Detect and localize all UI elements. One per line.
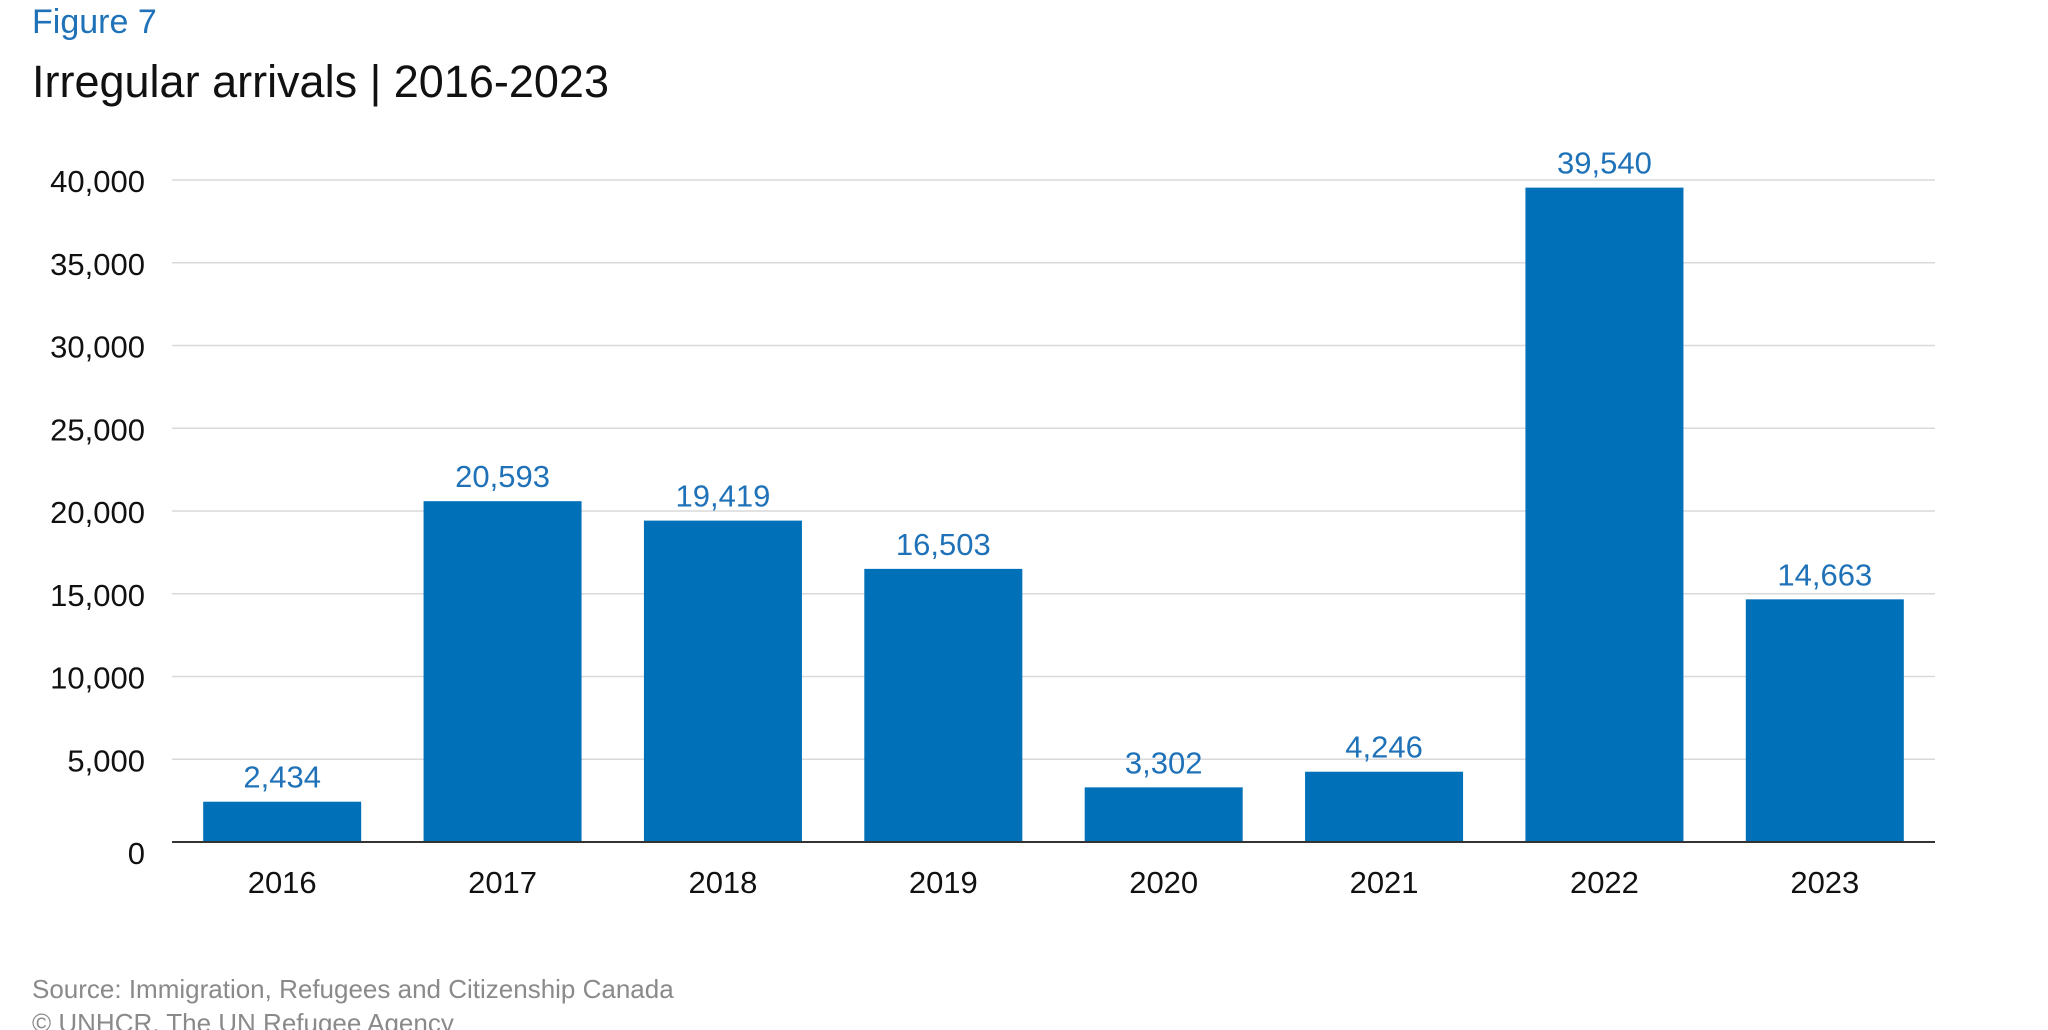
source-note: Source: Immigration, Refugees and Citize…: [32, 974, 674, 1004]
bar: [643, 520, 802, 842]
data-labels: 2,434 20,593 19,419 16,503 3,302 4,246 39,540 1…: [243, 146, 1872, 795]
figure-label: Figure 7: [32, 3, 157, 41]
x-tick-label: 2018: [688, 865, 757, 900]
y-tick-label: 35,000: [50, 247, 145, 282]
x-tick-label: 2022: [1570, 865, 1639, 900]
x-tick-label: 2016: [248, 865, 317, 900]
data-label: 4,246: [1345, 730, 1423, 765]
x-tick-label: 2020: [1129, 865, 1198, 900]
y-tick-label: 20,000: [50, 495, 145, 530]
data-label: 2,434: [243, 760, 321, 795]
y-tick-label: 30,000: [50, 330, 145, 365]
y-tick-label: 0: [128, 836, 145, 871]
bar: [1305, 771, 1464, 842]
bar: [1084, 787, 1243, 842]
data-label: 19,419: [676, 479, 771, 514]
data-label: 3,302: [1125, 745, 1203, 780]
x-axis-ticks: 2016 2017 2018 2019 2020 2021 2022 2023: [248, 865, 1860, 900]
y-tick-label: 15,000: [50, 578, 145, 613]
bar: [1745, 599, 1904, 842]
data-label: 39,540: [1557, 146, 1652, 181]
copyright-note: © UNHCR, The UN Refugee Agency: [32, 1008, 454, 1030]
y-tick-label: 10,000: [50, 661, 145, 696]
data-label: 14,663: [1777, 557, 1872, 592]
y-tick-label: 25,000: [50, 412, 145, 447]
data-label: 20,593: [455, 459, 550, 494]
bar-chart: 0 5,000 10,000 15,000 20,000 25,000 30,000 35,0…: [50, 146, 1935, 900]
x-tick-label: 2023: [1790, 865, 1859, 900]
y-tick-label: 5,000: [67, 743, 145, 778]
bar: [864, 568, 1023, 842]
chart-title: Irregular arrivals | 2016-2023: [32, 56, 609, 107]
bar: [423, 501, 582, 842]
y-tick-label: 40,000: [50, 164, 145, 199]
bar: [1525, 187, 1684, 842]
bars: [203, 187, 1904, 842]
x-tick-label: 2017: [468, 865, 537, 900]
data-label: 16,503: [896, 527, 991, 562]
x-tick-label: 2021: [1350, 865, 1419, 900]
x-tick-label: 2019: [909, 865, 978, 900]
y-axis-ticks: 0 5,000 10,000 15,000 20,000 25,000 30,000 35,0…: [50, 164, 145, 871]
bar: [203, 801, 362, 842]
